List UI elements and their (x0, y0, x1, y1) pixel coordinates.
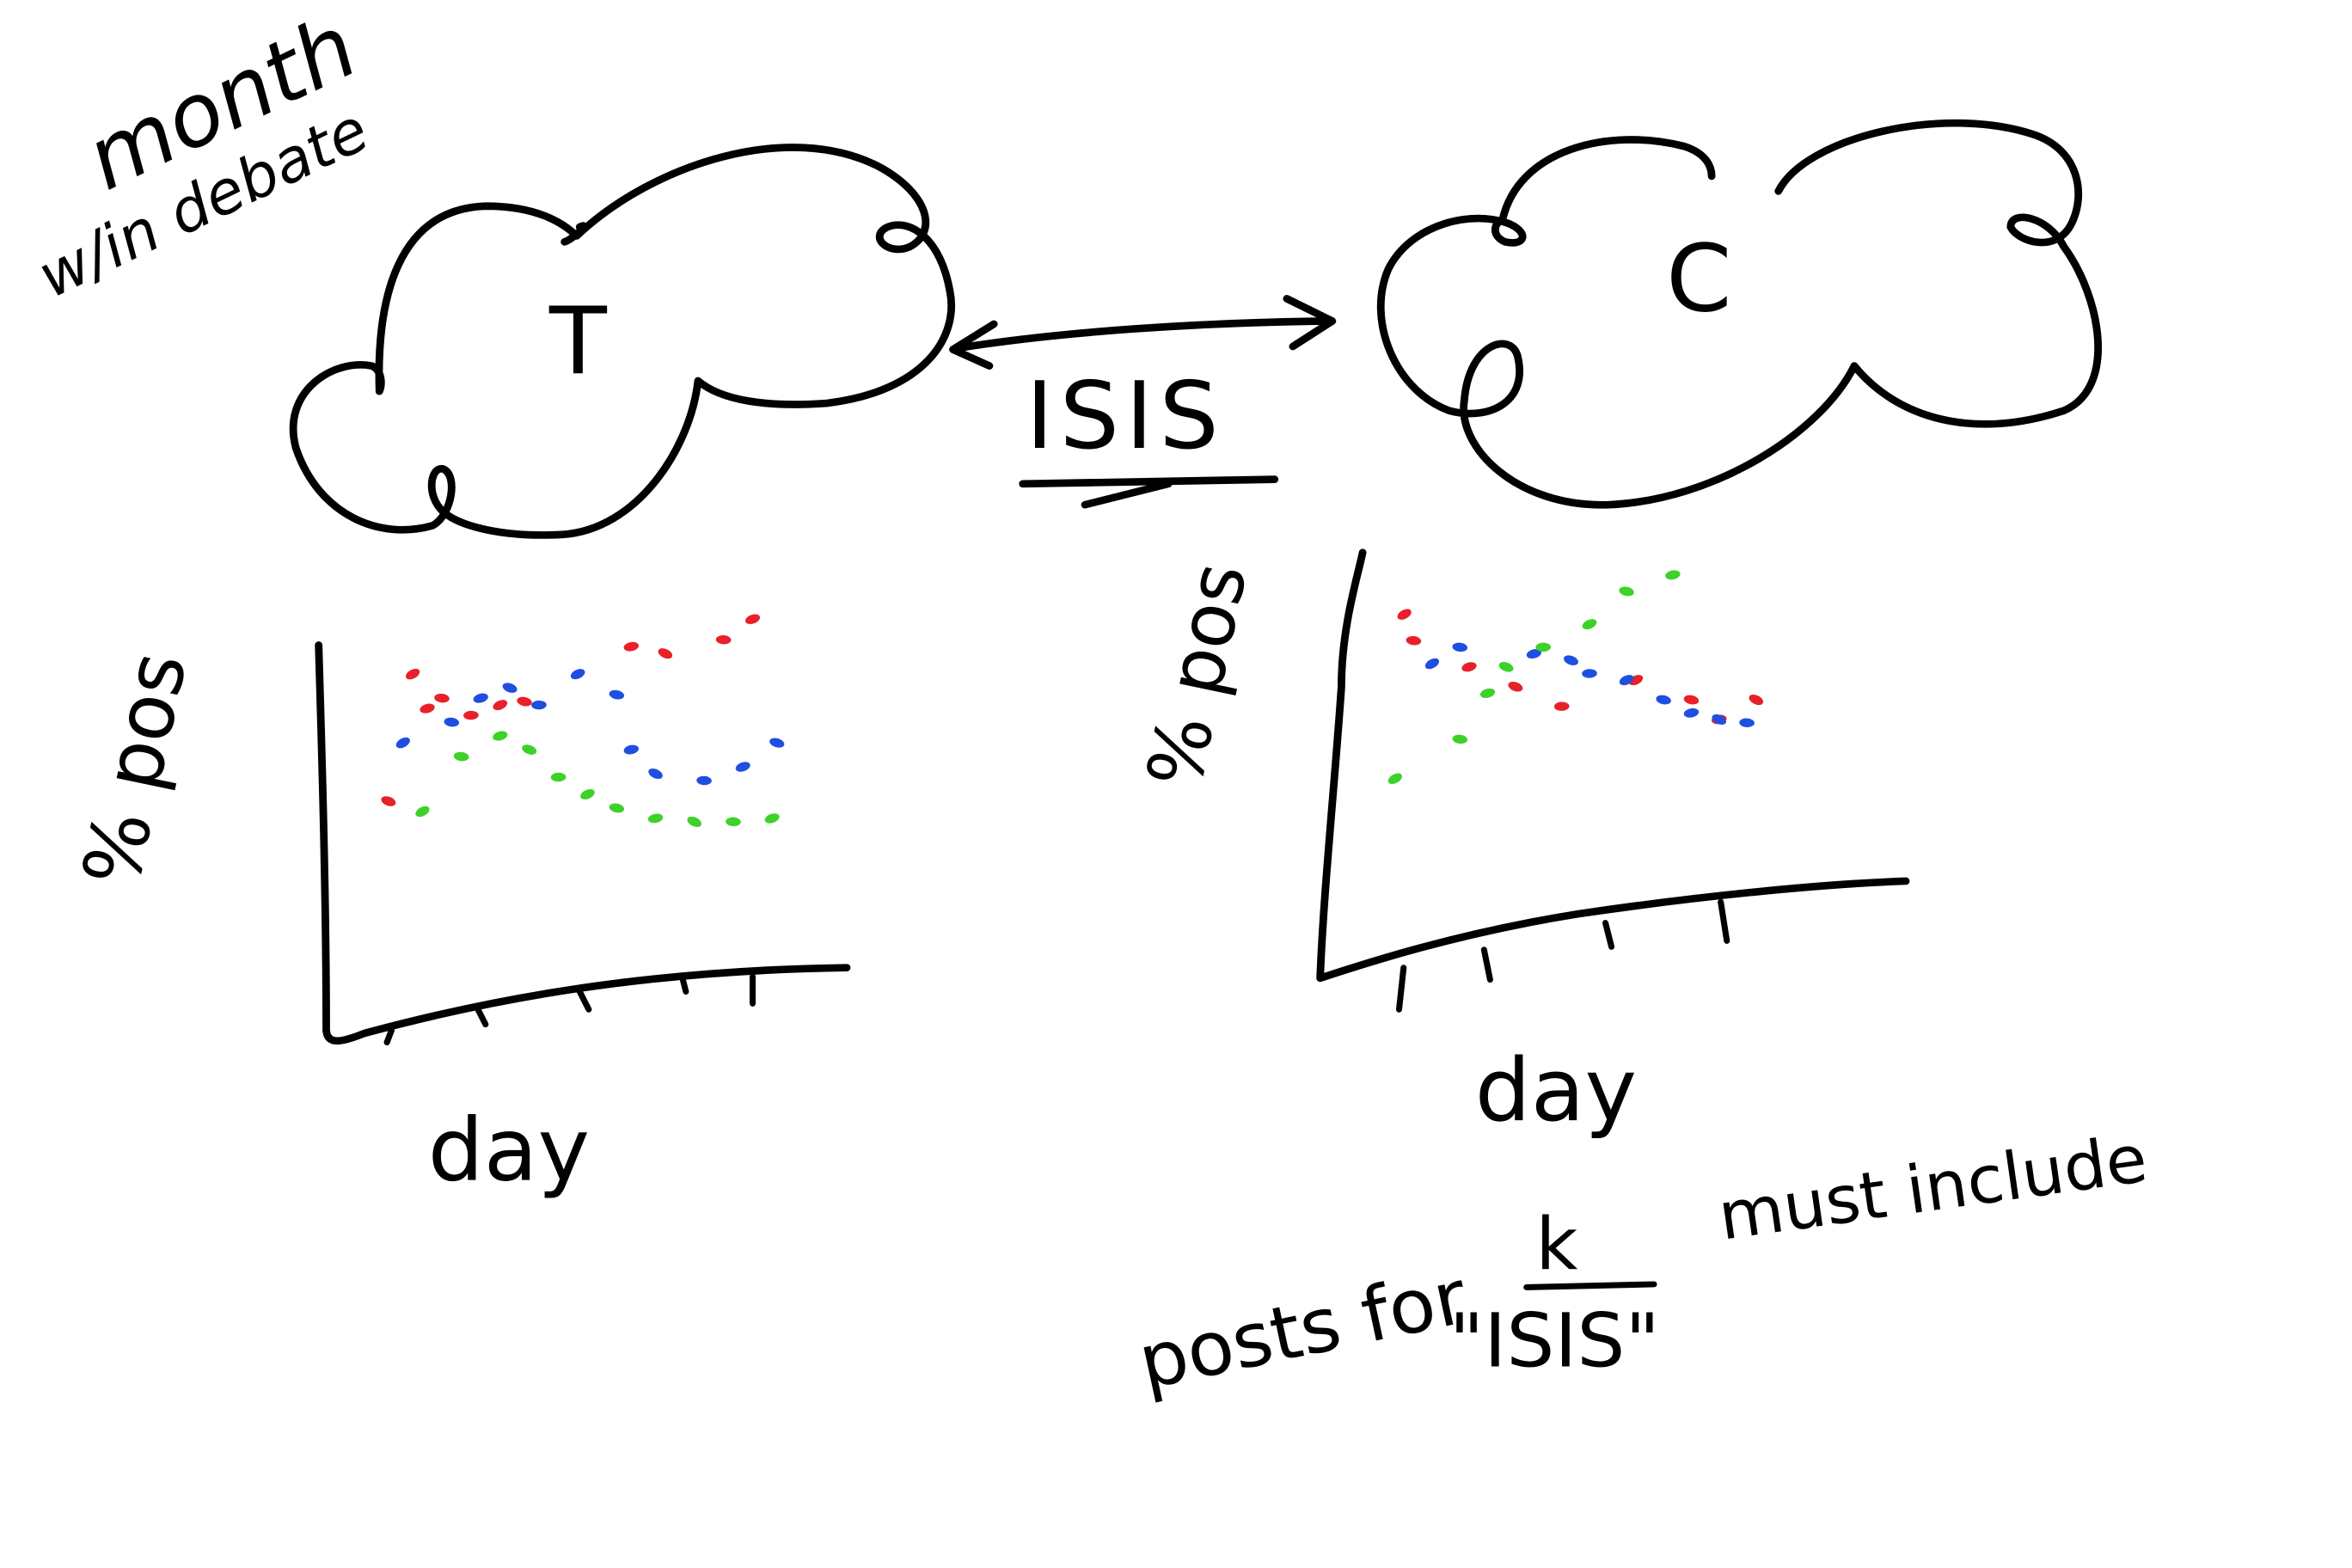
scatter-point-blue (1564, 655, 1578, 665)
note-isis-quote: "ISIS" (1449, 1297, 1660, 1384)
scatter-point-green (647, 813, 664, 824)
context-note: month w/in debate (27, 0, 379, 312)
scatter-point-green (1535, 642, 1551, 652)
arrow-head-right (1283, 295, 1337, 351)
scatter-point-green (1387, 773, 1402, 785)
chart-left-ticks (383, 973, 756, 1045)
scatter-point-green (550, 772, 567, 782)
chart-left: % pos day (65, 614, 851, 1200)
scatter-point-red (463, 710, 479, 720)
scatter-point-green (493, 731, 508, 741)
scatter-point-green (415, 805, 430, 818)
scatter-point-green (1498, 662, 1514, 672)
scatter-point-green (580, 789, 595, 799)
scatter-point-green (453, 751, 469, 762)
scatter-point-green (522, 744, 537, 755)
scatter-point-blue (1424, 658, 1440, 670)
scatter-point-blue (1712, 714, 1727, 725)
chart-right-xlabel: day (1475, 1040, 1637, 1141)
scatter-point-red (381, 796, 396, 806)
scatter-point-blue (1683, 707, 1700, 718)
scatter-point-green (1582, 619, 1597, 630)
scatter-point-red (406, 668, 420, 680)
chart-right-points (1387, 570, 1764, 785)
note-posts-for: posts for (1131, 1253, 1474, 1406)
chart-left-ylabel: % pos (65, 645, 205, 894)
scatter-point-blue (395, 737, 410, 749)
cloud-left: T (289, 144, 956, 539)
scatter-point-blue (570, 669, 585, 680)
scatter-point-red (1749, 694, 1764, 706)
arrow-shaft (955, 317, 1332, 352)
cloud-left-puff (560, 222, 588, 246)
scatter-point-red (658, 648, 673, 659)
cloud-right: C (1376, 119, 2102, 509)
scatter-point-red (420, 703, 435, 714)
scatter-point-blue (531, 700, 547, 710)
constraint-note: posts for k must include "ISIS" (1131, 1120, 2152, 1406)
scatter-point-blue (1526, 648, 1542, 659)
scatter-point-red (1406, 635, 1422, 646)
scatter-point-red (745, 614, 761, 624)
chart-left-axes (315, 641, 851, 1045)
scatter-point-red (517, 696, 532, 707)
cloud-left-outline (289, 144, 956, 539)
chart-right-ticks (1395, 898, 1730, 1013)
bidirectional-arrow: ISIS (949, 295, 1337, 509)
scatter-point-red (1461, 662, 1477, 672)
scatter-point-blue (1582, 669, 1597, 678)
scatter-point-blue (1656, 695, 1671, 705)
scatter-point-blue (1739, 718, 1755, 728)
scatter-point-blue (735, 762, 750, 772)
scatter-point-red (623, 641, 640, 652)
scatter-point-blue (502, 683, 518, 693)
note-k-underline (1523, 1281, 1657, 1290)
scatter-point-red (1553, 701, 1570, 711)
scatter-point-red (434, 693, 450, 703)
scatter-point-blue (696, 775, 712, 786)
scatter-point-red (1508, 681, 1523, 692)
chart-left-xlabel: day (428, 1099, 590, 1200)
chart-right-axes (1316, 548, 1910, 983)
cloud-right-letter: C (1666, 224, 1731, 333)
scatter-point-red (715, 634, 732, 645)
note-must-include: must include (1713, 1120, 2152, 1255)
cloud-left-letter: T (548, 287, 608, 395)
scatter-point-green (1665, 570, 1681, 580)
scatter-point-red (1397, 609, 1412, 620)
scatter-point-green (726, 817, 741, 827)
scatter-point-blue (1619, 675, 1634, 686)
scatter-point-green (1452, 734, 1468, 744)
scatter-point-green (1479, 688, 1496, 698)
chart-right-ylabel: % pos (1130, 555, 1265, 795)
arrow-label: ISIS (1026, 362, 1225, 470)
scatter-point-blue (473, 693, 488, 703)
scatter-point-green (609, 803, 625, 813)
cloud-right-outline (1376, 119, 2102, 509)
arrow-label-underline (1019, 475, 1279, 509)
scatter-point-blue (769, 738, 785, 748)
scatter-point-blue (1452, 642, 1468, 652)
scatter-point-red (1683, 695, 1700, 705)
chart-left-points (381, 614, 785, 827)
note-k: k (1535, 1203, 1577, 1286)
scatter-point-blue (609, 689, 625, 700)
scatter-point-green (764, 813, 780, 824)
scatter-point-blue (648, 768, 663, 780)
arrow-head-left (949, 320, 998, 370)
scatter-point-green (1619, 586, 1634, 597)
scatter-point-red (493, 700, 508, 711)
scatter-point-blue (444, 717, 460, 727)
scatter-point-green (687, 816, 702, 827)
chart-right: % pos day (1130, 548, 1910, 1141)
scatter-point-blue (623, 744, 640, 755)
